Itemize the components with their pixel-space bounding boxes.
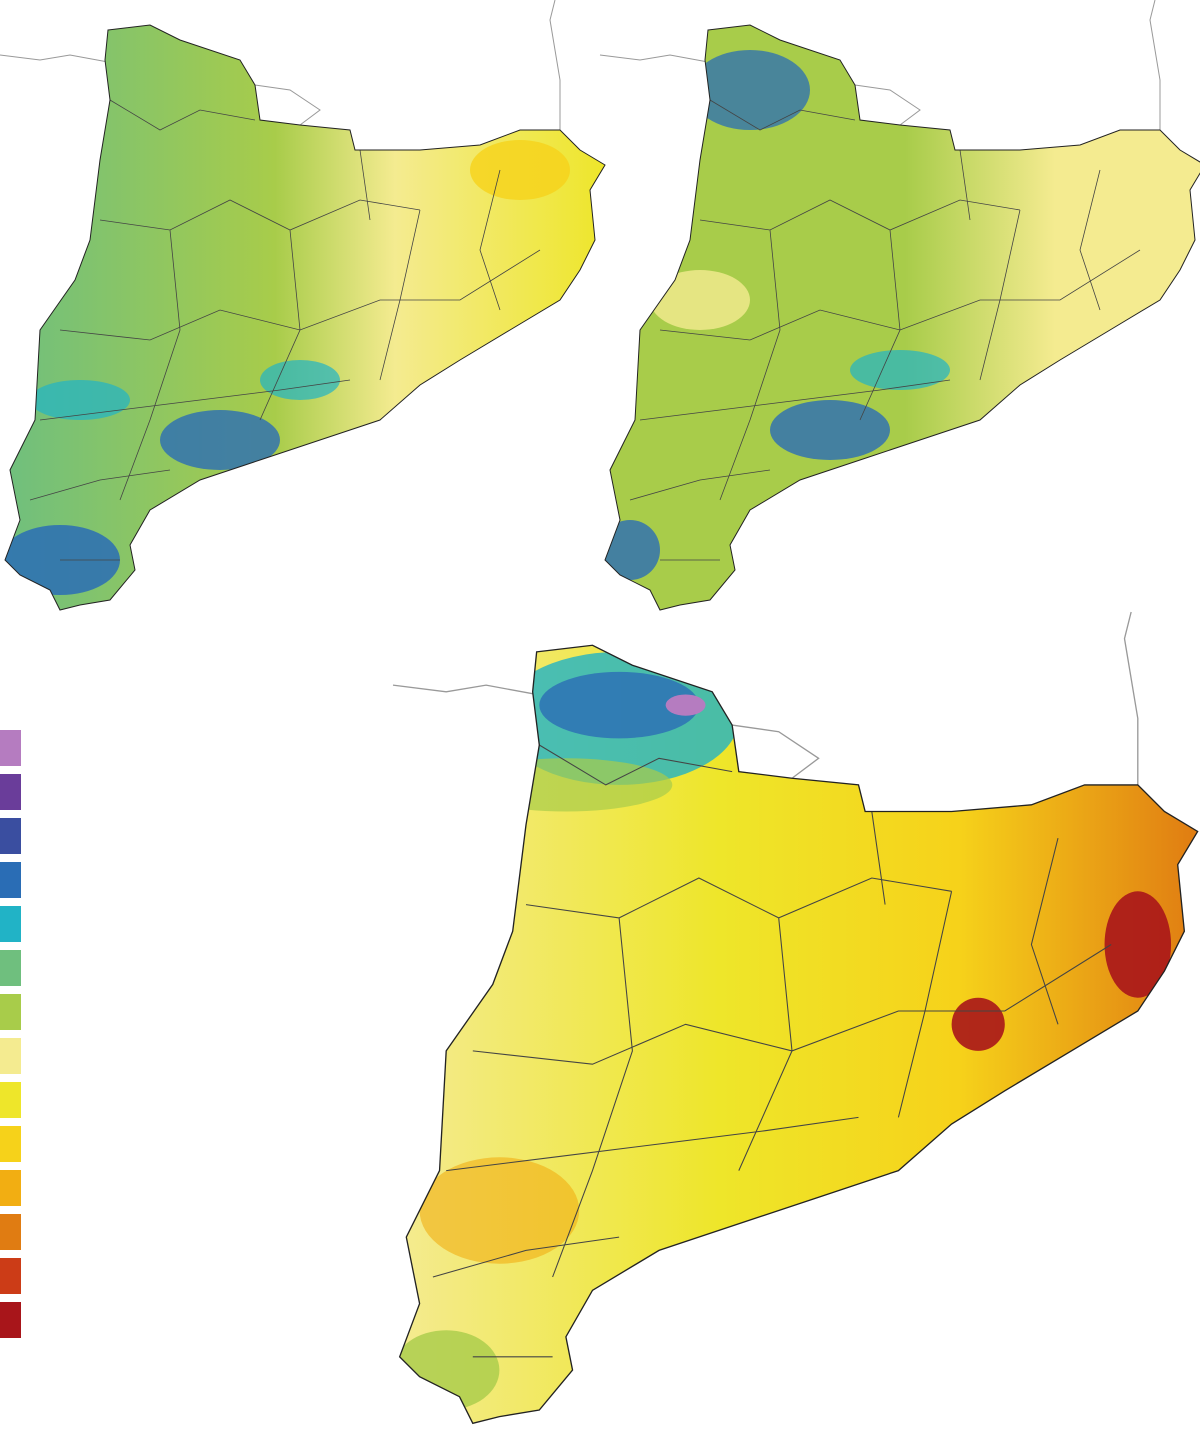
map-top-left xyxy=(0,0,606,611)
legend-swatch xyxy=(0,862,21,898)
legend-swatch xyxy=(0,1170,21,1206)
legend-swatch xyxy=(0,774,21,810)
legend-swatch xyxy=(0,1302,21,1338)
legend-swatch xyxy=(0,730,21,766)
legend-swatch xyxy=(0,818,21,854)
map-bottom xyxy=(392,611,1199,1424)
map-top-right xyxy=(599,0,1200,611)
legend-swatch xyxy=(0,1214,21,1250)
legend xyxy=(0,730,21,1338)
legend-swatch xyxy=(0,906,21,942)
legend-swatch xyxy=(0,1258,21,1294)
legend-swatch xyxy=(0,950,21,986)
legend-swatch xyxy=(0,1038,21,1074)
legend-swatch xyxy=(0,994,21,1030)
legend-swatch xyxy=(0,1126,21,1162)
legend-swatch xyxy=(0,1082,21,1118)
